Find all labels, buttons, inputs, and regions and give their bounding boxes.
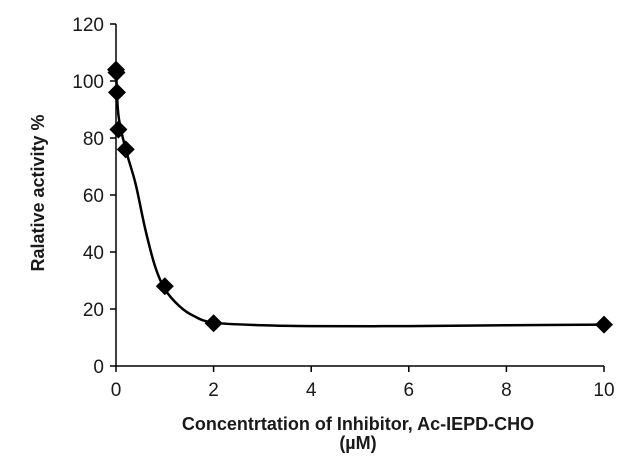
x-tick-label: 6 <box>404 380 415 401</box>
y-tick-label: 40 <box>83 243 104 264</box>
axes <box>110 23 605 372</box>
y-tick-labels: 0 20 40 60 80 100 120 <box>72 15 104 378</box>
x-axis-title: Concentrtation of Inhibitor, Ac-IEPD-CHO <box>182 414 534 434</box>
x-tick-label: 8 <box>501 380 512 401</box>
data-point-diamond <box>107 63 126 82</box>
y-tick-label: 80 <box>83 129 104 150</box>
fit-curve-layer <box>114 66 605 328</box>
x-axis-unit: (µM) <box>339 433 376 453</box>
y-tick-label: 120 <box>72 15 104 36</box>
y-axis-title: Ralative activity % <box>28 114 48 271</box>
data-point-diamond <box>107 83 126 102</box>
data-points-layer <box>107 60 613 334</box>
data-point-diamond <box>595 315 613 334</box>
x-tick-labels: 0 2 4 6 8 10 <box>111 380 615 401</box>
y-tick-label: 60 <box>83 186 104 207</box>
data-point-diamond <box>204 314 223 333</box>
y-tick-label: 0 <box>93 357 104 378</box>
x-tick-label: 10 <box>593 380 614 401</box>
x-tick-label: 0 <box>111 380 122 401</box>
data-point-diamond <box>109 120 128 139</box>
data-point-diamond <box>155 277 174 296</box>
x-tick-label: 2 <box>208 380 219 401</box>
y-tick-label: 100 <box>72 72 104 93</box>
fit-curve-line <box>114 66 605 328</box>
x-tick-label: 4 <box>306 380 317 401</box>
data-point-diamond <box>116 140 135 159</box>
y-tick-label: 20 <box>83 300 104 321</box>
